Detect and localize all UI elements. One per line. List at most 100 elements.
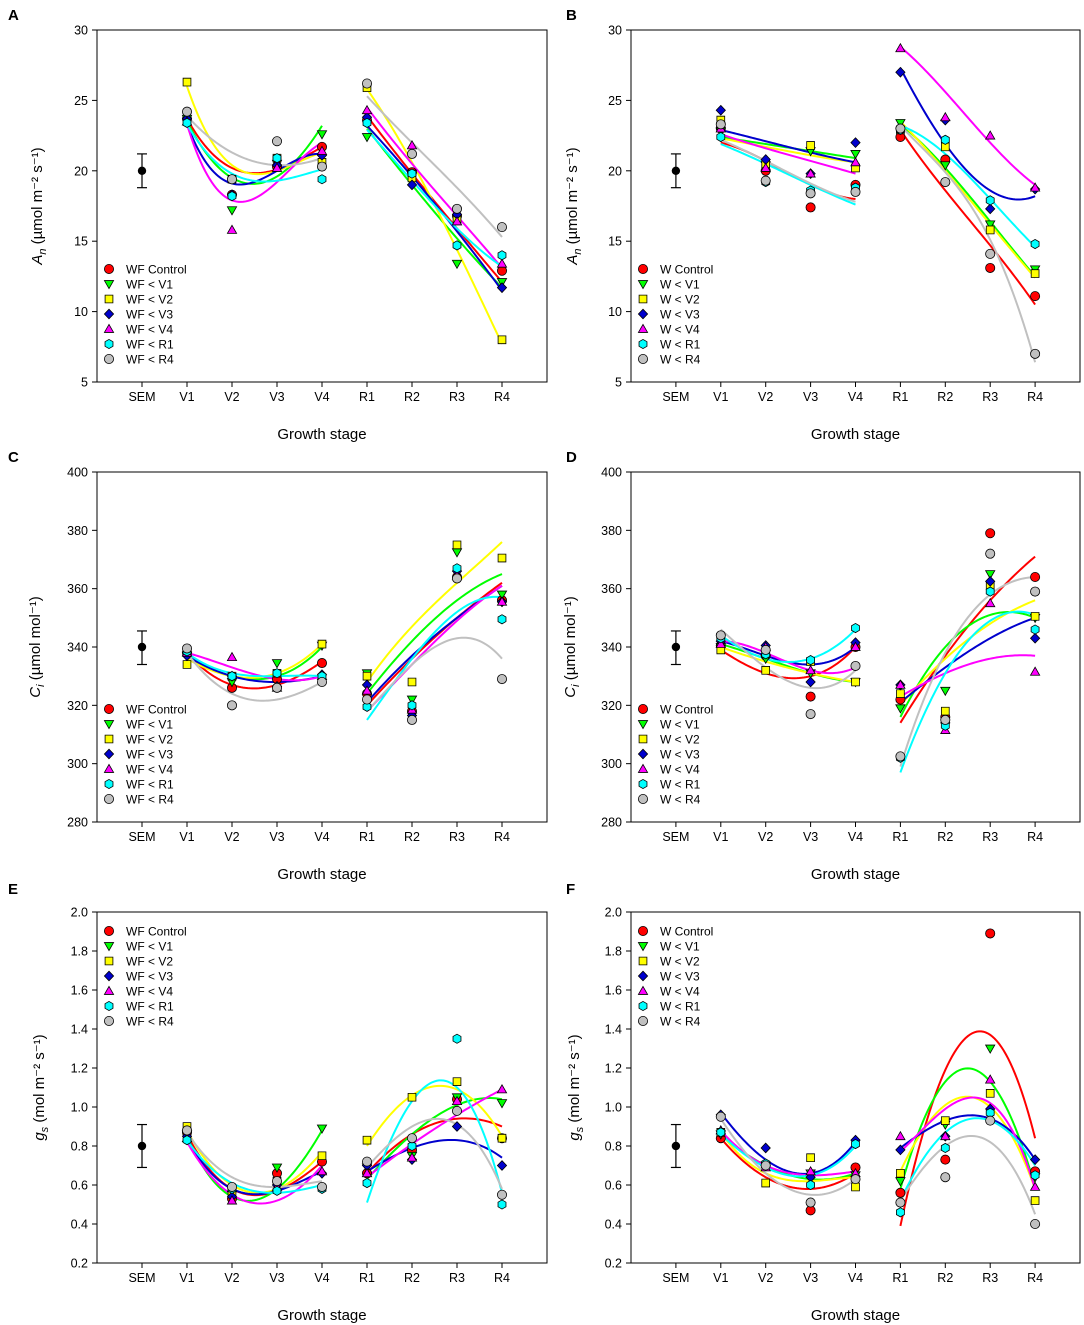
data-point — [1029, 632, 1041, 644]
legend-marker — [104, 294, 114, 304]
chart-panel-E: E 0.2 0.4 0.6 0.8 1.0 1.2 1.4 1.6 1.8 2.0 SEM V1 V2 V3… — [8, 881, 548, 1324]
data-point — [1030, 1170, 1040, 1181]
data-point — [896, 1168, 905, 1178]
legend-marker — [104, 956, 114, 966]
data-point — [182, 77, 192, 87]
fit-line-reproductive — [366, 636, 503, 712]
data-point — [716, 1127, 726, 1138]
y-tick-label: 1.8 — [605, 945, 622, 959]
legend-marker — [637, 323, 649, 333]
x-axis-title: Growth stage — [277, 1307, 366, 1324]
fit-line-vegetative — [720, 628, 857, 690]
x-tick-label: R3 — [449, 830, 465, 844]
y-tick-label: 0.2 — [71, 1257, 88, 1271]
data-point — [850, 150, 861, 160]
data-point — [940, 134, 950, 145]
legend-marker — [638, 338, 648, 350]
y-axis-unit: (µmol m⁻² s⁻¹) — [564, 147, 581, 248]
data-point — [496, 1160, 508, 1171]
legend-marker — [637, 763, 649, 773]
data-point — [896, 689, 905, 698]
y-axis-unit: (mol m⁻² s⁻¹) — [566, 1034, 583, 1126]
fit-line-vegetative — [186, 1129, 323, 1194]
x-tick-label: R4 — [494, 390, 510, 404]
x-tick-label: R1 — [359, 390, 375, 404]
x-tick-label: V3 — [269, 390, 284, 404]
data-point — [316, 658, 327, 669]
legend-marker — [103, 323, 115, 333]
legend-marker — [104, 353, 115, 364]
legend-label: WF < V4 — [126, 985, 173, 999]
y-axis-symbol: g — [566, 1132, 583, 1141]
data-point — [452, 563, 462, 574]
x-tick-label: V3 — [269, 830, 284, 844]
x-tick-label: R2 — [404, 830, 420, 844]
x-tick-label: R3 — [982, 1271, 998, 1285]
data-point — [985, 586, 995, 597]
fit-line-vegetative — [720, 646, 856, 683]
legend-label: WF < V4 — [126, 763, 173, 777]
data-point — [805, 691, 816, 702]
data-point — [715, 104, 726, 116]
x-tick-label: SEM — [128, 1271, 155, 1285]
y-axis-unit: (mol m⁻² s⁻¹) — [31, 1034, 48, 1126]
fit-line-vegetative — [186, 124, 323, 203]
fit-line-reproductive — [366, 127, 503, 289]
fit-line-reproductive — [899, 67, 1036, 201]
legend-marker — [638, 1000, 648, 1012]
data-point — [451, 203, 462, 214]
legend-marker — [103, 763, 115, 773]
data-point — [895, 704, 906, 714]
y-tick-label: 360 — [601, 582, 622, 596]
data-point — [850, 1174, 861, 1185]
x-tick-label: V1 — [179, 830, 194, 844]
fit-line-reproductive — [899, 120, 1036, 279]
data-point — [316, 145, 328, 155]
y-tick-label: 380 — [67, 524, 88, 538]
legend-label: W Control — [660, 925, 713, 939]
data-point — [316, 677, 327, 688]
y-tick-label: 0.4 — [71, 1218, 88, 1232]
x-tick-label: V4 — [848, 830, 863, 844]
legend-marker — [103, 748, 115, 760]
data-point — [361, 685, 373, 695]
fit-line-vegetative — [720, 128, 856, 164]
legend-label: WF < R4 — [126, 793, 174, 807]
legend-marker — [104, 338, 114, 350]
y-tick-label: 320 — [67, 699, 88, 713]
legend-marker — [638, 778, 648, 790]
legend-marker — [638, 1016, 649, 1027]
data-point — [940, 1142, 950, 1154]
x-tick-label: V1 — [179, 390, 194, 404]
legend-label: WF < V4 — [126, 323, 173, 337]
y-tick-label: 1.4 — [71, 1023, 88, 1037]
y-axis-title: Ci (µmol mol⁻¹) — [562, 596, 582, 698]
data-point — [851, 622, 860, 634]
y-tick-label: 20 — [74, 164, 88, 178]
y-axis-unit: (µmol mol⁻¹) — [27, 596, 44, 684]
data-point — [850, 156, 861, 167]
data-point — [406, 695, 418, 705]
y-tick-label: 1.2 — [605, 1062, 622, 1076]
y-axis-title: gs (mol m⁻² s⁻¹) — [566, 1034, 586, 1140]
y-axis-symbol: A — [564, 255, 581, 266]
data-point — [896, 1207, 905, 1218]
y-tick-label: 400 — [67, 466, 88, 480]
sem-point — [671, 1141, 681, 1151]
y-tick-label: 360 — [67, 582, 88, 596]
data-point — [760, 1160, 771, 1171]
y-axis-subscript: s — [39, 1126, 51, 1132]
sem-point — [671, 642, 681, 652]
legend-label: WF < R4 — [126, 353, 174, 367]
data-point — [895, 1144, 906, 1156]
data-point — [895, 751, 906, 762]
legend-label: WF < R1 — [126, 1000, 174, 1014]
legend-label: WF < V3 — [126, 970, 173, 984]
panel-label: D — [566, 449, 577, 466]
data-point — [984, 570, 996, 580]
data-point — [985, 575, 996, 587]
data-point — [226, 651, 238, 662]
y-axis-title: An (µmol m⁻² s⁻¹) — [29, 147, 49, 265]
fit-line-vegetative — [186, 652, 323, 678]
